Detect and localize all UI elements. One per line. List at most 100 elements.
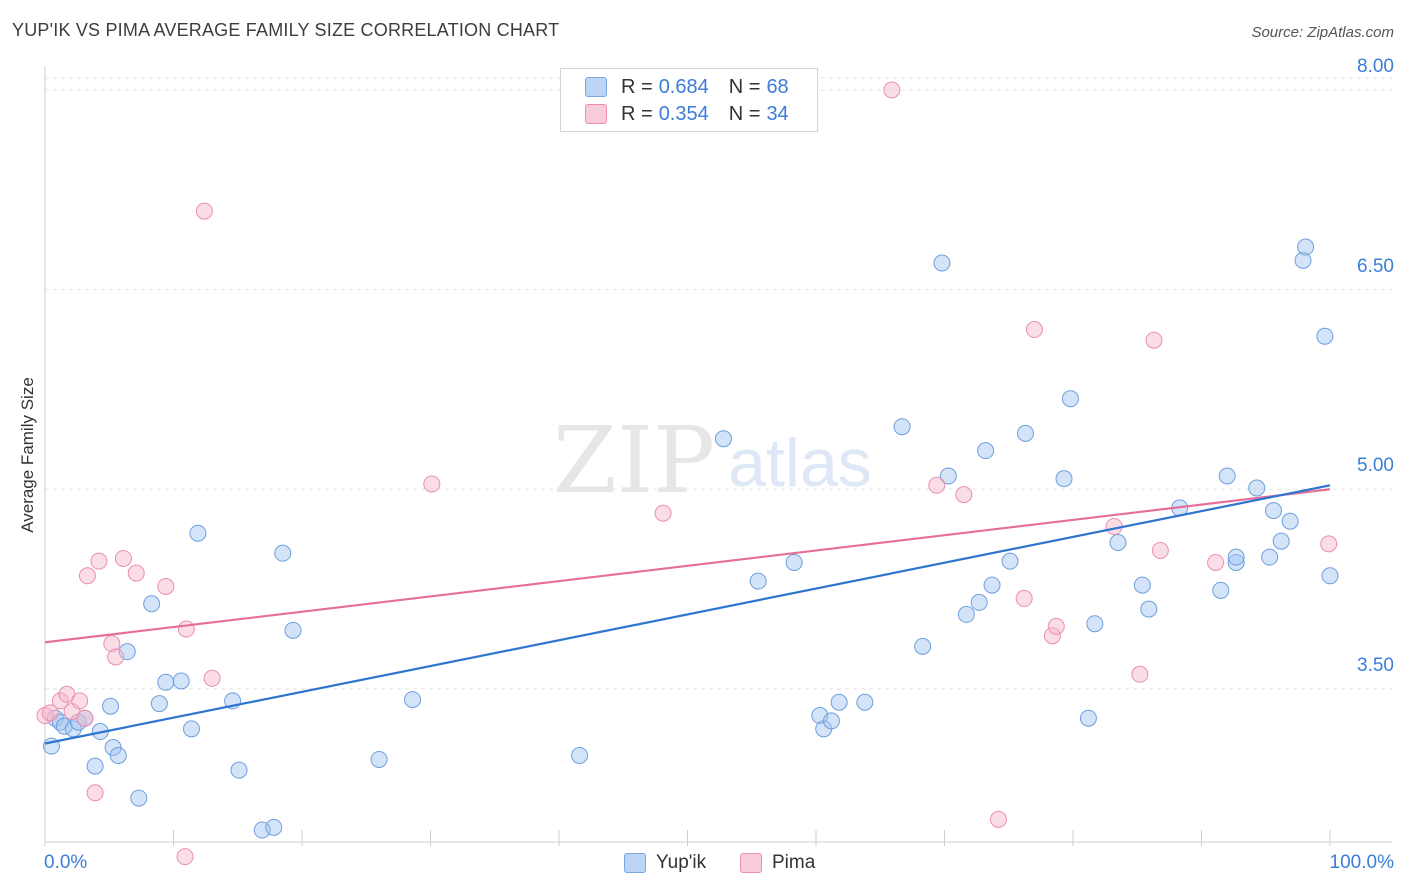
y-tick-label: 3.50	[1357, 654, 1394, 676]
point-yupik	[370, 750, 388, 768]
point-yupik	[230, 761, 248, 779]
point-yupik	[189, 524, 207, 542]
stats-legend-row-yupik: R = 0.684 N = 68	[585, 75, 789, 99]
point-yupik	[172, 672, 190, 690]
point-yupik	[1227, 548, 1245, 566]
n-label: N =	[728, 102, 761, 125]
stats-legend-row-pima: R = 0.354 N = 34	[585, 102, 789, 126]
y-axis-label: Average Family Size	[18, 377, 37, 533]
y-tick-label: 5.00	[1357, 455, 1394, 477]
point-yupik	[571, 746, 589, 764]
point-yupik	[1261, 548, 1279, 566]
point-yupik	[1061, 390, 1079, 408]
point-yupik	[150, 695, 168, 713]
point-yupik	[830, 693, 848, 711]
point-pima	[955, 486, 973, 504]
n-value-pima: 34	[766, 102, 789, 125]
point-yupik	[1264, 502, 1282, 520]
legend-label-yupik: Yup'ik	[656, 852, 707, 873]
point-yupik	[785, 553, 803, 571]
point-yupik	[404, 691, 422, 709]
point-pima	[203, 669, 221, 687]
point-pima	[71, 692, 89, 710]
r-label: R =	[621, 102, 653, 125]
point-pima	[76, 709, 94, 727]
point-pima	[78, 567, 96, 585]
watermark-zip: ZIP	[553, 407, 715, 514]
stats-legend: R = 0.684 N = 68 R = 0.354 N = 34	[560, 68, 818, 132]
axes	[44, 66, 1392, 846]
point-yupik	[893, 418, 911, 436]
source-label: Source: ZipAtlas.com	[1251, 24, 1394, 41]
point-yupik	[1281, 512, 1299, 530]
point-pima	[90, 552, 108, 570]
point-pima	[127, 564, 145, 582]
point-yupik	[822, 712, 840, 730]
point-yupik	[1133, 576, 1151, 594]
point-pima	[928, 476, 946, 494]
point-pima	[1145, 331, 1163, 349]
point-pima	[195, 202, 213, 220]
point-yupik	[1140, 600, 1158, 618]
point-yupik	[933, 254, 951, 272]
legend-swatch-yupik	[585, 77, 607, 97]
point-yupik	[1055, 470, 1073, 488]
point-pima	[103, 635, 121, 653]
point-yupik	[1212, 581, 1230, 599]
point-pima	[176, 848, 194, 866]
legend-item-yupik[interactable]: Yup'ik	[624, 852, 706, 874]
point-pima	[177, 620, 195, 638]
point-pima	[883, 81, 901, 99]
point-yupik	[977, 442, 995, 460]
point-pima	[1047, 617, 1065, 635]
point-yupik	[749, 572, 767, 590]
point-pima	[989, 810, 1007, 828]
point-pima	[41, 704, 59, 722]
point-yupik	[157, 673, 175, 691]
r-value-yupik: 0.684	[658, 75, 709, 98]
point-pima	[1043, 627, 1061, 645]
point-pima	[423, 475, 441, 493]
point-yupik	[1218, 467, 1236, 485]
x-tick-label-min: 0.0%	[44, 852, 88, 873]
point-yupik	[1109, 534, 1127, 552]
point-yupik	[274, 544, 292, 562]
point-yupik	[856, 693, 874, 711]
r-value-pima: 0.354	[658, 102, 709, 125]
chart-title: YUP'IK VS PIMA AVERAGE FAMILY SIZE CORRE…	[12, 20, 560, 40]
point-yupik	[130, 789, 148, 807]
point-pima	[157, 577, 175, 595]
point-yupik	[1086, 615, 1104, 633]
point-yupik	[983, 576, 1001, 594]
n-value-yupik: 68	[766, 75, 789, 98]
series-yupik	[42, 238, 1339, 839]
point-pima	[1025, 321, 1043, 339]
legend-swatch-pima	[585, 104, 607, 124]
point-pima	[1151, 542, 1169, 560]
point-yupik	[1227, 553, 1245, 571]
point-pima	[114, 549, 132, 567]
point-yupik	[1079, 709, 1097, 727]
point-pima	[1015, 589, 1033, 607]
legend-swatch-yupik	[624, 853, 646, 873]
legend-label-pima: Pima	[772, 852, 816, 873]
point-yupik	[1294, 251, 1312, 269]
point-yupik	[284, 621, 302, 639]
point-pima	[36, 707, 54, 725]
point-yupik	[109, 746, 127, 764]
point-pima	[51, 692, 69, 710]
series-pima	[36, 81, 1338, 866]
point-yupik	[143, 595, 161, 613]
point-yupik	[1016, 424, 1034, 442]
n-label: N =	[728, 75, 761, 98]
point-yupik	[1272, 532, 1290, 550]
point-yupik	[1316, 327, 1334, 345]
point-yupik	[939, 467, 957, 485]
point-yupik	[957, 605, 975, 623]
point-yupik	[102, 697, 120, 715]
point-yupik	[1001, 552, 1019, 570]
point-yupik	[914, 637, 932, 655]
legend-item-pima[interactable]: Pima	[740, 852, 815, 874]
watermark: ZIP atlas	[553, 407, 872, 514]
point-pima	[1207, 553, 1225, 571]
